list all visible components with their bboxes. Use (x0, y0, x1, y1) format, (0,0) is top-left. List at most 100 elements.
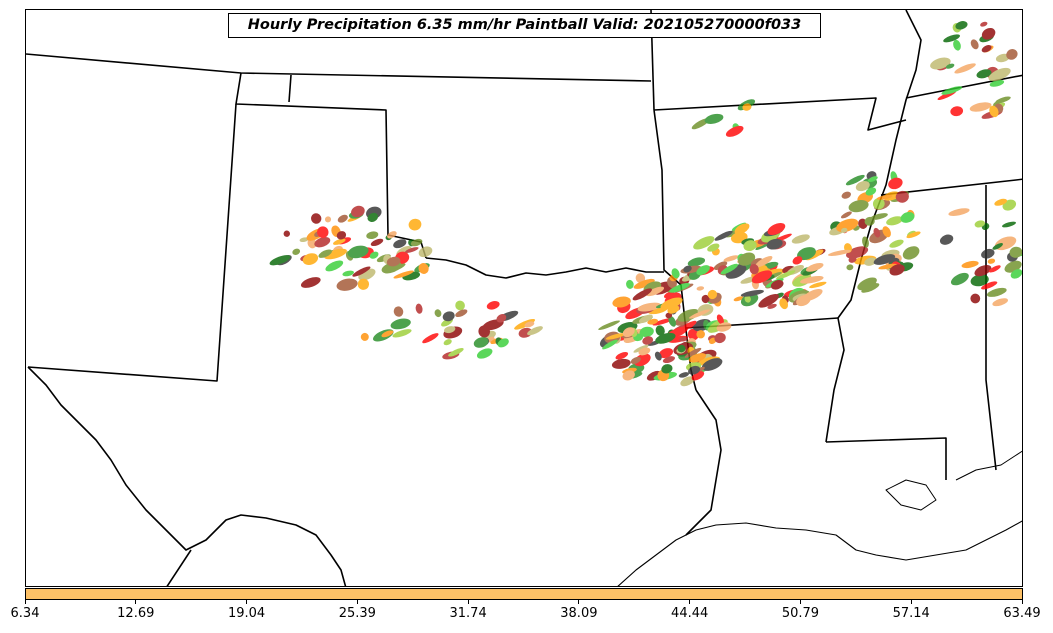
precipitation-blob (370, 238, 384, 247)
precipitation-blob (663, 291, 675, 299)
precipitation-blob (314, 237, 331, 248)
precipitation-blob (950, 106, 964, 117)
precipitation-blob (351, 205, 365, 218)
state-boundaries (26, 10, 1022, 586)
precipitation-blob (738, 252, 756, 266)
precipitation-blob (418, 263, 429, 274)
precipitation-blob (646, 286, 665, 297)
precipitation-blob (333, 238, 346, 245)
precipitation-blob (994, 198, 1008, 206)
precipitation-blob (658, 348, 674, 359)
precipitation-blob (687, 257, 706, 267)
precipitation-blob (630, 356, 641, 365)
precipitation-blob (742, 103, 752, 111)
precipitation-blob (415, 303, 423, 314)
precipitation-blob (969, 102, 992, 112)
precipitation-blob (654, 351, 662, 361)
precipitation-blob (325, 260, 344, 272)
precipitation-blob (846, 264, 854, 271)
precipitation-blob (410, 238, 423, 247)
precipitation-blob (779, 298, 789, 310)
precipitation-blob (848, 200, 869, 213)
precipitation-blob (995, 53, 1010, 63)
precipitation-blob (805, 263, 824, 272)
precipitation-blob (299, 237, 309, 243)
colorbar-tick-mark (135, 600, 137, 604)
precipitation-blob (347, 245, 369, 259)
precipitation-blob (680, 376, 695, 387)
colorbar-tick-label: 31.74 (449, 606, 487, 621)
precipitation-blob (939, 234, 954, 245)
precipitation-blob (864, 216, 875, 226)
precipitation-blob (622, 327, 635, 338)
precipitation-blob (878, 263, 898, 270)
precipitation-blob (855, 181, 870, 192)
precipitation-blob (665, 312, 673, 319)
precipitation-blob (652, 317, 674, 326)
precipitation-blob (974, 220, 985, 228)
precipitation-blob (743, 240, 757, 252)
precipitation-blob (360, 332, 369, 341)
precipitation-blob (682, 320, 697, 330)
precipitation-blob (336, 231, 347, 240)
precipitation-blob (405, 247, 419, 253)
precipitation-blob (900, 211, 915, 223)
colorbar-tick-mark (799, 600, 801, 604)
precipitation-blob (725, 125, 744, 137)
precipitation-blob (518, 327, 533, 338)
colorbar-tick-label: 12.69 (117, 606, 155, 621)
boundary-ok-ks (653, 97, 907, 131)
precipitation-blob (311, 213, 322, 224)
precipitation-blob (497, 338, 509, 348)
precipitation-blob (882, 226, 891, 238)
precipitation-blob (318, 249, 332, 258)
precipitation-blob (443, 339, 452, 346)
boundary-colorado-north (26, 53, 652, 82)
precipitation-blob (744, 295, 751, 303)
precipitation-blob (716, 314, 724, 325)
boundary-texas-rio-grande (27, 366, 347, 586)
precipitation-blob (448, 348, 464, 357)
precipitation-blob (961, 260, 979, 269)
precipitation-blob (638, 314, 653, 324)
precipitation-blob (981, 27, 996, 40)
precipitation-blob (986, 287, 1007, 297)
precipitation-blob (300, 277, 321, 288)
colorbar-tick-mark (1021, 600, 1023, 604)
precipitation-blob (422, 333, 439, 344)
precipitation-blob (455, 309, 468, 318)
precipitation-blob (689, 309, 711, 319)
precipitation-blob (955, 21, 968, 30)
precipitation-blob (602, 339, 618, 350)
precipitation-blob (408, 218, 422, 231)
precipitation-blob (612, 296, 631, 308)
precipitation-blob (691, 371, 705, 381)
precipitation-blob (740, 289, 764, 297)
precipitation-blob (696, 330, 705, 339)
precipitation-blob (988, 67, 1011, 82)
precipitation-blob (840, 227, 848, 233)
precipitation-blob (637, 302, 662, 312)
precipitation-blob (861, 283, 880, 293)
precipitation-blob (633, 344, 649, 353)
precipitation-blob (992, 243, 1003, 250)
colorbar-tick-label: 19.04 (227, 606, 266, 621)
precipitation-blob (635, 273, 646, 284)
precipitation-blob (393, 239, 407, 249)
precipitation-blob (704, 113, 724, 124)
precipitation-blob (792, 256, 803, 265)
precipitation-blob (974, 264, 992, 277)
colorbar-tick-mark (246, 600, 248, 604)
precipitation-blob (848, 256, 857, 263)
precipitation-blob (716, 322, 732, 332)
precipitation-blob (324, 248, 347, 260)
colorbar-tick-label: 38.09 (560, 606, 598, 621)
precipitation-blob (527, 326, 543, 336)
precipitation-blob (873, 254, 896, 265)
precipitation-blob (336, 278, 358, 291)
precipitation-blob (865, 187, 877, 196)
precipitation-blob (679, 336, 689, 342)
colorbar-tick-mark (689, 600, 691, 604)
precipitation-blob (758, 293, 779, 308)
precipitation-blob (1002, 221, 1016, 228)
